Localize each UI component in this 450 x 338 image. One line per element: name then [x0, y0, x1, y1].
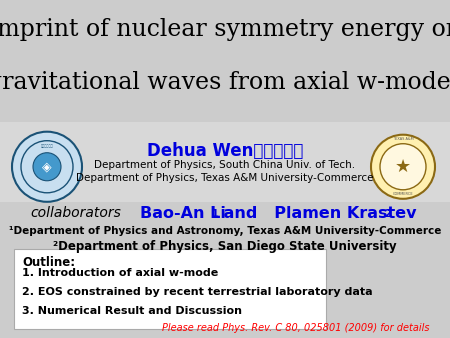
Text: Dehua Wen（文德华）: Dehua Wen（文德华） [147, 142, 303, 160]
Text: 1. Introduction of axial w-mode: 1. Introduction of axial w-mode [22, 268, 218, 278]
Text: Imprint of nuclear symmetry energy on: Imprint of nuclear symmetry energy on [0, 18, 450, 41]
Text: collaborators: collaborators [30, 206, 121, 220]
Text: ¹Department of Physics and Astronomy, Texas A&M University-Commerce: ¹Department of Physics and Astronomy, Te… [9, 226, 441, 236]
Text: 2: 2 [384, 209, 391, 219]
Text: Department of Physics, Texas A&M University-Commerce: Department of Physics, Texas A&M Univers… [76, 173, 374, 183]
Text: ◈: ◈ [42, 160, 52, 173]
Text: Bao-An Li: Bao-An Li [140, 206, 226, 221]
Text: ²Department of Physics, San Diego State University: ²Department of Physics, San Diego State … [53, 240, 397, 253]
Text: Outline:: Outline: [22, 256, 75, 269]
Text: ★: ★ [395, 158, 411, 176]
Text: TEXAS A&M: TEXAS A&M [393, 137, 413, 141]
Text: Department of Physics, South China Univ. of Tech.: Department of Physics, South China Univ.… [94, 160, 356, 170]
Text: gravitational waves from axial w-modes: gravitational waves from axial w-modes [0, 71, 450, 94]
Text: and   Plamen Krastev: and Plamen Krastev [218, 206, 417, 221]
FancyBboxPatch shape [14, 249, 326, 329]
Circle shape [33, 153, 61, 181]
Text: 3. Numerical Result and Discussion: 3. Numerical Result and Discussion [22, 306, 242, 316]
Text: 1: 1 [212, 209, 219, 219]
Bar [0, 122, 450, 202]
Text: COMMERCE: COMMERCE [393, 192, 413, 196]
Circle shape [12, 132, 82, 202]
Text: Please read Phys. Rev. C 80, 025801 (2009) for details: Please read Phys. Rev. C 80, 025801 (200… [162, 323, 430, 333]
Circle shape [380, 144, 426, 190]
Text: 华南理工大学: 华南理工大学 [40, 145, 54, 149]
Circle shape [371, 135, 435, 199]
Text: 2. EOS constrained by recent terrestrial laboratory data: 2. EOS constrained by recent terrestrial… [22, 287, 373, 297]
